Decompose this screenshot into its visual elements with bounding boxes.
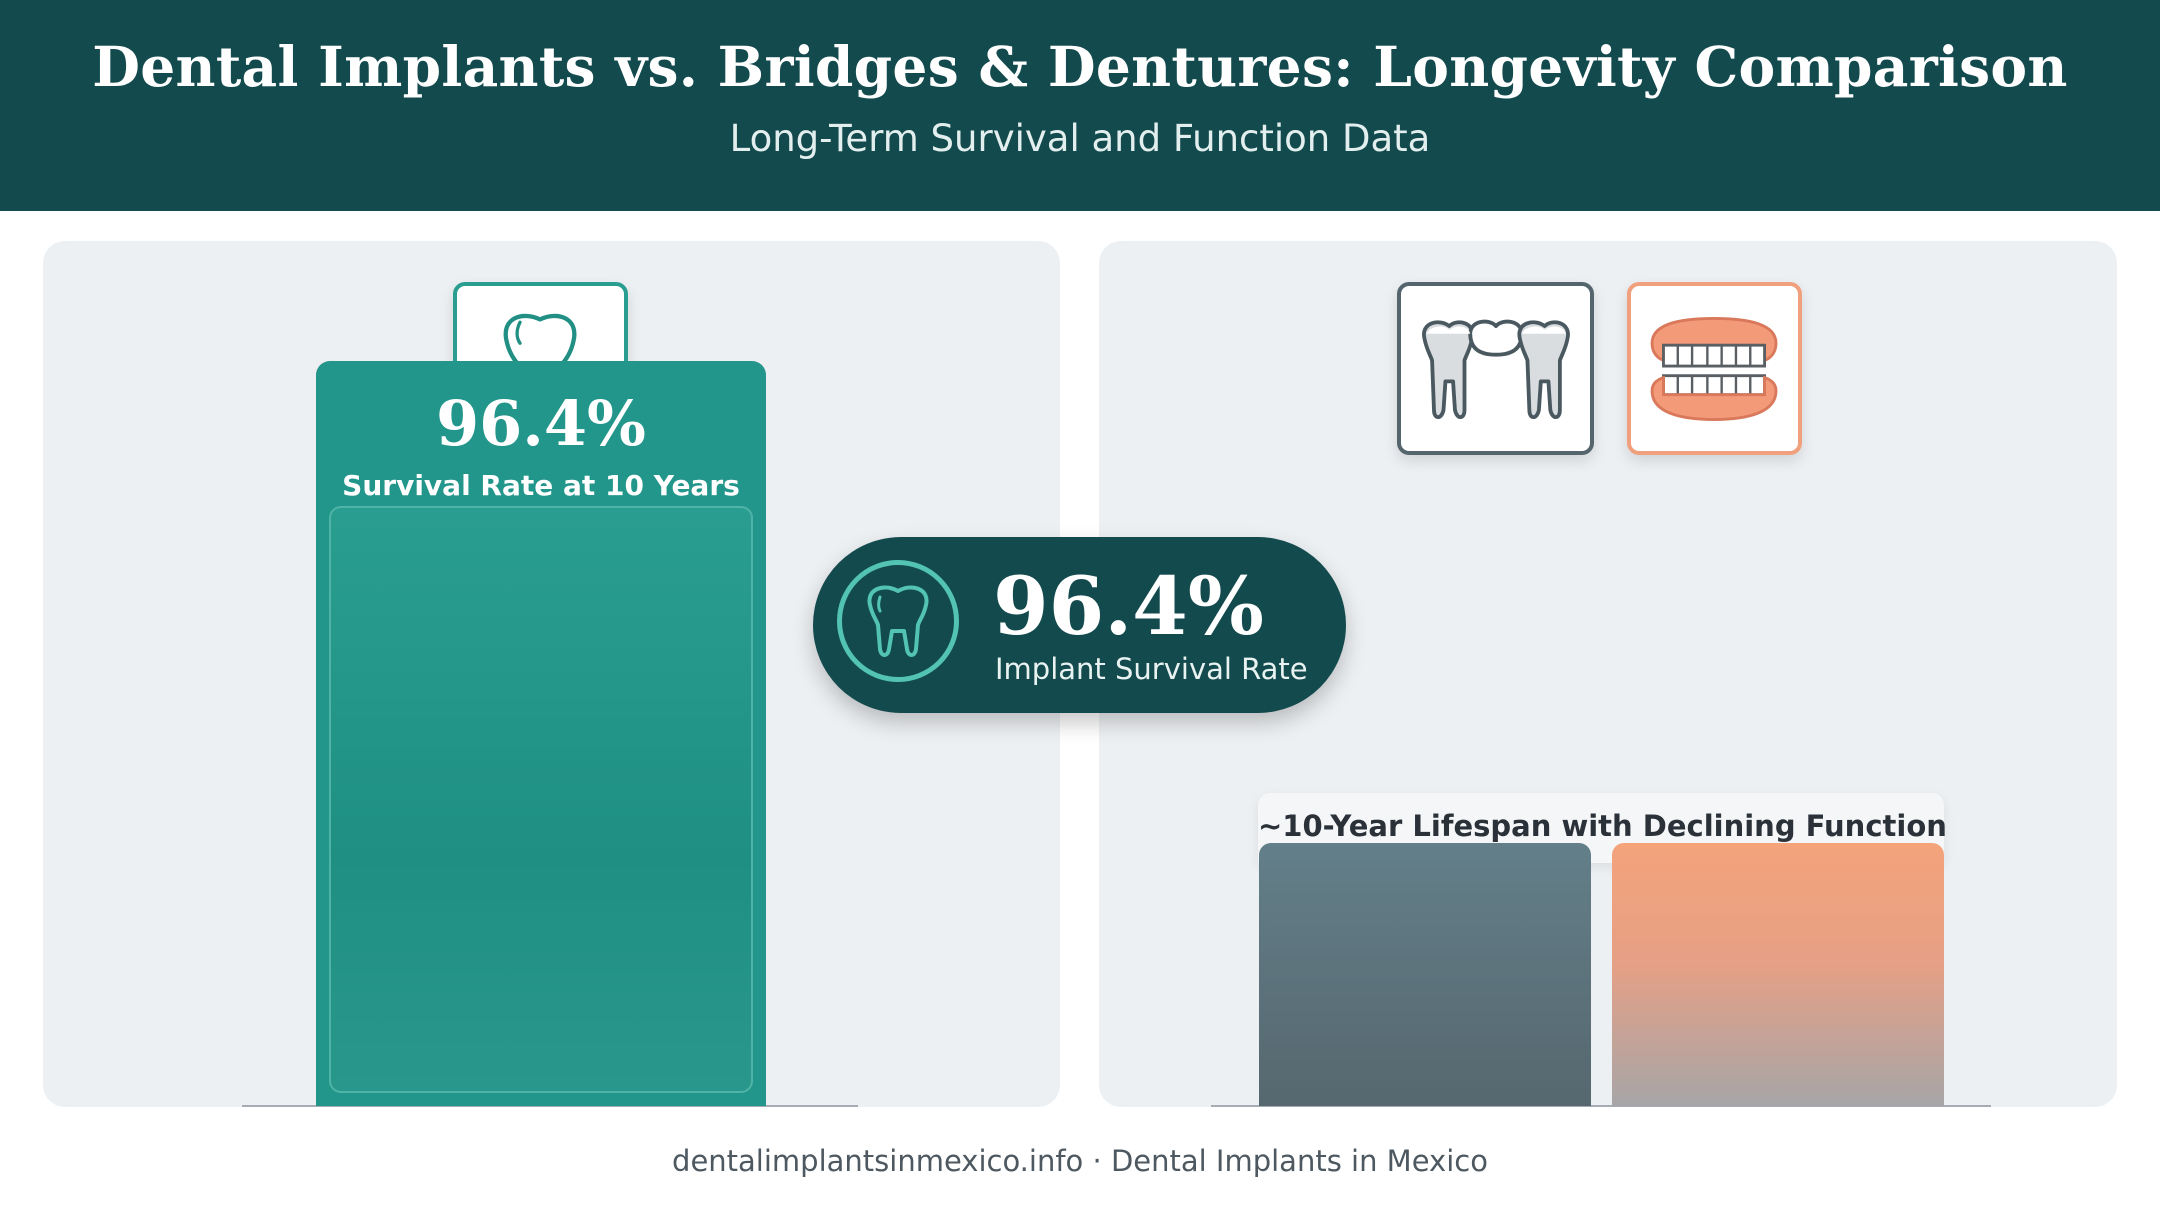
- denture-bar: [1612, 843, 1944, 1106]
- bridges-dentures-baseline: [1211, 1105, 1991, 1107]
- page-subtitle: Long-Term Survival and Function Data: [729, 117, 1431, 160]
- tooth-icon-ring: [837, 560, 959, 682]
- callout-value: 96.4%: [993, 559, 1264, 653]
- implant-baseline: [242, 1105, 858, 1107]
- page-title: Dental Implants vs. Bridges & Dentures: …: [92, 34, 2068, 99]
- implant-bar: 96.4% Survival Rate at 10 Years: [316, 361, 766, 1106]
- bridge-bar: [1259, 843, 1591, 1106]
- denture-icon: [1627, 282, 1802, 455]
- implant-bar-caption: Survival Rate at 10 Years: [342, 469, 740, 502]
- implant-bar-inset: [329, 506, 753, 1093]
- lifespan-label: ~10-Year Lifespan with Declining Functio…: [1258, 809, 1947, 843]
- implant-survival-callout: 96.4% Implant Survival Rate: [813, 537, 1346, 713]
- bridge-icon: [1397, 282, 1594, 455]
- footer-credit: dentalimplantsinmexico.info · Dental Imp…: [672, 1144, 1488, 1178]
- header-banner: Dental Implants vs. Bridges & Dentures: …: [0, 0, 2160, 211]
- tooth-icon: [867, 585, 929, 657]
- callout-label: Implant Survival Rate: [995, 652, 1308, 686]
- implant-bar-value: 96.4%: [436, 387, 646, 460]
